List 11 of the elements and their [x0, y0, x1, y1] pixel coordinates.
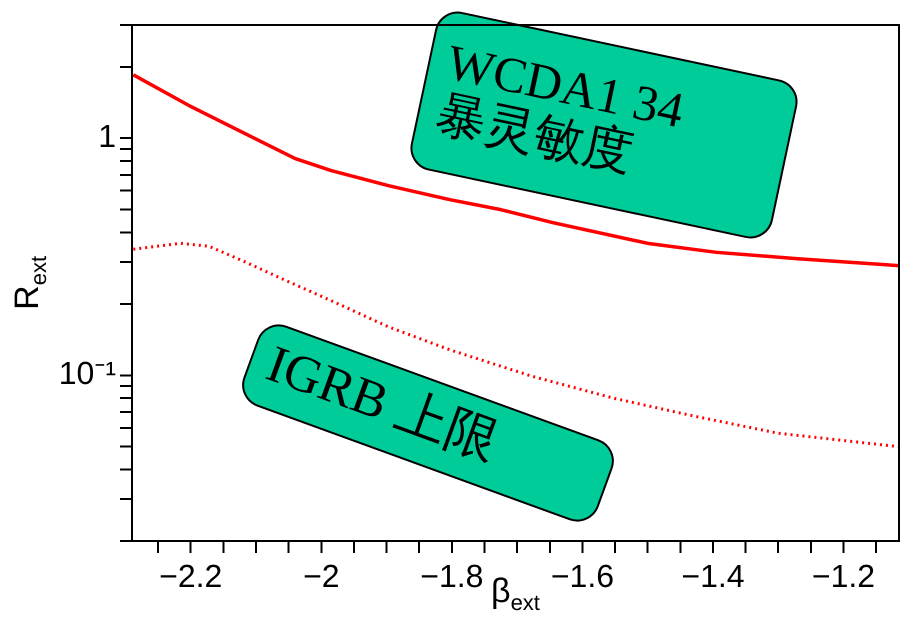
x-tick-label: −1.2 — [812, 558, 876, 594]
x-tick-label: −1.4 — [681, 558, 745, 594]
x-tick-label: −2.2 — [159, 558, 222, 594]
annotation: WCDA1 34 暴灵敏度 — [431, 34, 689, 182]
y-tick-label: 10⁻¹ — [58, 355, 116, 392]
y-tick-label: 1 — [98, 118, 116, 154]
annotation: IGRB 上限 — [259, 335, 506, 472]
x-tick-label: −1.6 — [550, 558, 614, 594]
x-axis-title: β$_{ext}$ — [491, 572, 540, 616]
x-tick-label: −1.8 — [420, 558, 484, 594]
x-tick-label: −2 — [303, 558, 340, 594]
